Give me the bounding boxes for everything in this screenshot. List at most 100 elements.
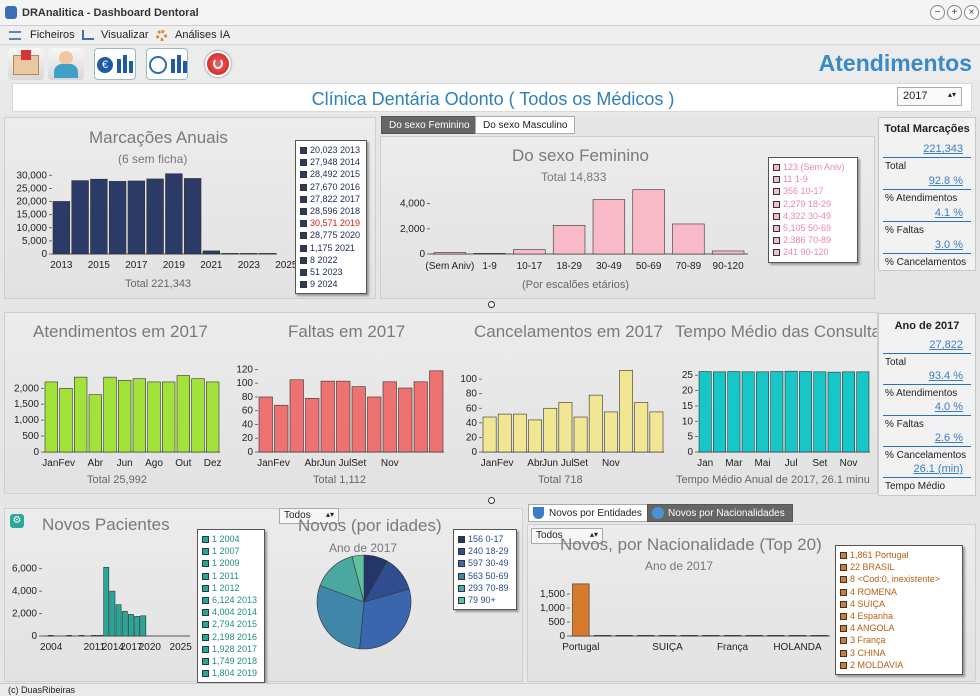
bar-Fev bbox=[59, 387, 73, 453]
bar-Jan bbox=[44, 381, 58, 453]
legend-swatch bbox=[300, 208, 307, 216]
atend-title: Atendimentos em 2017 bbox=[33, 322, 208, 341]
menu-analises-ia[interactable]: Análises IA bbox=[175, 29, 231, 41]
bar-Dez bbox=[429, 370, 444, 453]
bar-Nov bbox=[842, 371, 855, 453]
summary-value[interactable]: 3.0 % bbox=[934, 239, 963, 251]
gender-xlabel: (Por escalões etários) bbox=[522, 279, 629, 291]
summary-divider bbox=[883, 189, 971, 190]
bar-2004 bbox=[47, 635, 54, 637]
y-tick-label: 80 bbox=[466, 389, 478, 400]
bar-Portugal bbox=[572, 583, 590, 637]
summary-divider bbox=[883, 415, 971, 416]
tab-entidades[interactable]: Novos por Entidades bbox=[528, 504, 650, 522]
summary-value[interactable]: 92.8 % bbox=[928, 175, 963, 187]
legend-entry: 11 1-9 bbox=[773, 173, 853, 185]
bar-2018 bbox=[146, 178, 164, 255]
y-tick-label: 0 bbox=[471, 447, 477, 458]
x-tick-label: 1-9 bbox=[482, 261, 497, 272]
time-button[interactable] bbox=[146, 48, 188, 80]
y-tick-label: 120 bbox=[236, 364, 253, 375]
legend-label: 563 50-69 bbox=[468, 570, 509, 581]
doctor-button[interactable] bbox=[48, 48, 84, 80]
bar-2020 bbox=[183, 178, 202, 255]
legend-entry: 28,492 2015 bbox=[300, 168, 362, 180]
y-tick-label: 40 bbox=[466, 418, 478, 429]
legend-entry: 241 90-120 bbox=[773, 246, 853, 258]
year-select[interactable]: 2017 ▴▾ bbox=[897, 87, 962, 106]
summary-value[interactable]: 93.4 % bbox=[928, 370, 963, 382]
menu-ficheiros[interactable]: Ficheiros bbox=[30, 29, 75, 41]
summary-label: % Cancelamentos bbox=[885, 450, 967, 461]
bar-Out bbox=[176, 375, 190, 453]
legend-entry: 1,861 Portugal bbox=[840, 549, 958, 561]
x-tick-label: Abr bbox=[88, 458, 104, 469]
legend-entry: 4 SUIÇA bbox=[840, 598, 958, 610]
y-tick-label: 500 bbox=[548, 617, 565, 628]
legend-label: 2,794 2015 bbox=[212, 619, 258, 630]
summary-value[interactable]: 4.1 % bbox=[934, 207, 963, 219]
bar-1-9 bbox=[473, 253, 506, 255]
legend-entry: 27,948 2014 bbox=[300, 156, 362, 168]
legend-swatch bbox=[202, 536, 209, 543]
splitter-handle[interactable] bbox=[488, 497, 495, 504]
summary-value[interactable]: 4.0 % bbox=[934, 401, 963, 413]
settings-icon[interactable]: ⚙ bbox=[10, 514, 24, 528]
legend-swatch bbox=[300, 147, 307, 154]
bar-Set bbox=[162, 381, 176, 453]
y-tick-label: 0 bbox=[31, 631, 37, 642]
maximize-button[interactable]: + bbox=[947, 5, 962, 20]
summary-divider bbox=[883, 384, 971, 385]
y-tick-label: 25 bbox=[682, 370, 694, 381]
annual-legend: 20,023 2013 27,948 2014 28,492 2015 27,670 … bbox=[295, 140, 367, 295]
summary-value[interactable]: 26.1 (min) bbox=[913, 463, 963, 475]
legend-entry: 293 70-89 bbox=[458, 582, 512, 594]
bar-2018 bbox=[134, 616, 140, 637]
summary-divider bbox=[883, 157, 971, 158]
bar-Mar bbox=[513, 413, 527, 453]
page-title: Atendimentos bbox=[818, 50, 972, 76]
clinic-button[interactable] bbox=[8, 48, 44, 80]
summary-value[interactable]: 2.6 % bbox=[934, 432, 963, 444]
nac-filter-select[interactable]: Todos ▴▾ bbox=[531, 528, 603, 544]
x-tick-label: 50-69 bbox=[636, 261, 662, 272]
bar-Jul bbox=[132, 378, 146, 453]
tab-nacionalidades[interactable]: Novos por Nacionalidades bbox=[647, 504, 793, 522]
bar-Dez bbox=[649, 411, 664, 453]
tab-masculino[interactable]: Do sexo Masculino bbox=[475, 116, 576, 134]
summary-value[interactable]: 221,343 bbox=[923, 143, 963, 155]
idades-filter-select[interactable]: Todos ▴▾ bbox=[279, 508, 339, 524]
legend-swatch bbox=[202, 621, 209, 629]
gear-icon bbox=[156, 30, 167, 41]
bar-2007 bbox=[66, 635, 73, 637]
summary-value[interactable]: 27,822 bbox=[929, 339, 963, 351]
splitter-handle[interactable] bbox=[488, 301, 495, 308]
x-tick-label: JanFev bbox=[481, 458, 514, 469]
clinic-header: Clínica Dentária Odonto ( Todos os Médic… bbox=[12, 83, 972, 112]
bar-2011 bbox=[91, 635, 97, 637]
y-tick-label: 100 bbox=[460, 374, 477, 385]
bar-2017 bbox=[128, 614, 134, 637]
bar-2017 bbox=[127, 180, 146, 255]
summary-label: % Atendimentos bbox=[885, 388, 958, 399]
minimize-button[interactable]: − bbox=[930, 5, 945, 20]
legend-entry: 2,386 70-89 bbox=[773, 234, 853, 246]
tempo-total: Tempo Médio Anual de 2017, 26.1 minu bbox=[676, 474, 870, 486]
close-button[interactable]: × bbox=[964, 5, 979, 20]
legend-entry: 1 2011 bbox=[202, 570, 260, 582]
legend-label: 6,124 2013 bbox=[212, 595, 258, 606]
bar-2022 bbox=[221, 253, 239, 255]
legend-label: 3 França bbox=[850, 635, 886, 646]
summary-label: % Cancelamentos bbox=[885, 257, 967, 268]
power-button[interactable] bbox=[205, 51, 231, 77]
finance-button[interactable]: € bbox=[94, 48, 136, 80]
legend-label: 4,322 30-49 bbox=[783, 210, 832, 221]
y-tick-label: 4,000 bbox=[400, 199, 425, 210]
gender-legend: 123 (Sem Aniv) 11 1-9 356 10-17 2,279 18-29… bbox=[768, 157, 858, 263]
menu-visualizar[interactable]: Visualizar bbox=[101, 29, 149, 41]
tab-feminino[interactable]: Do sexo Feminino bbox=[381, 116, 478, 134]
idades-filter-value: Todos bbox=[284, 510, 311, 521]
legend-swatch bbox=[300, 183, 307, 191]
bar-MOLDAVIA bbox=[767, 635, 785, 637]
legend-swatch bbox=[840, 552, 847, 559]
